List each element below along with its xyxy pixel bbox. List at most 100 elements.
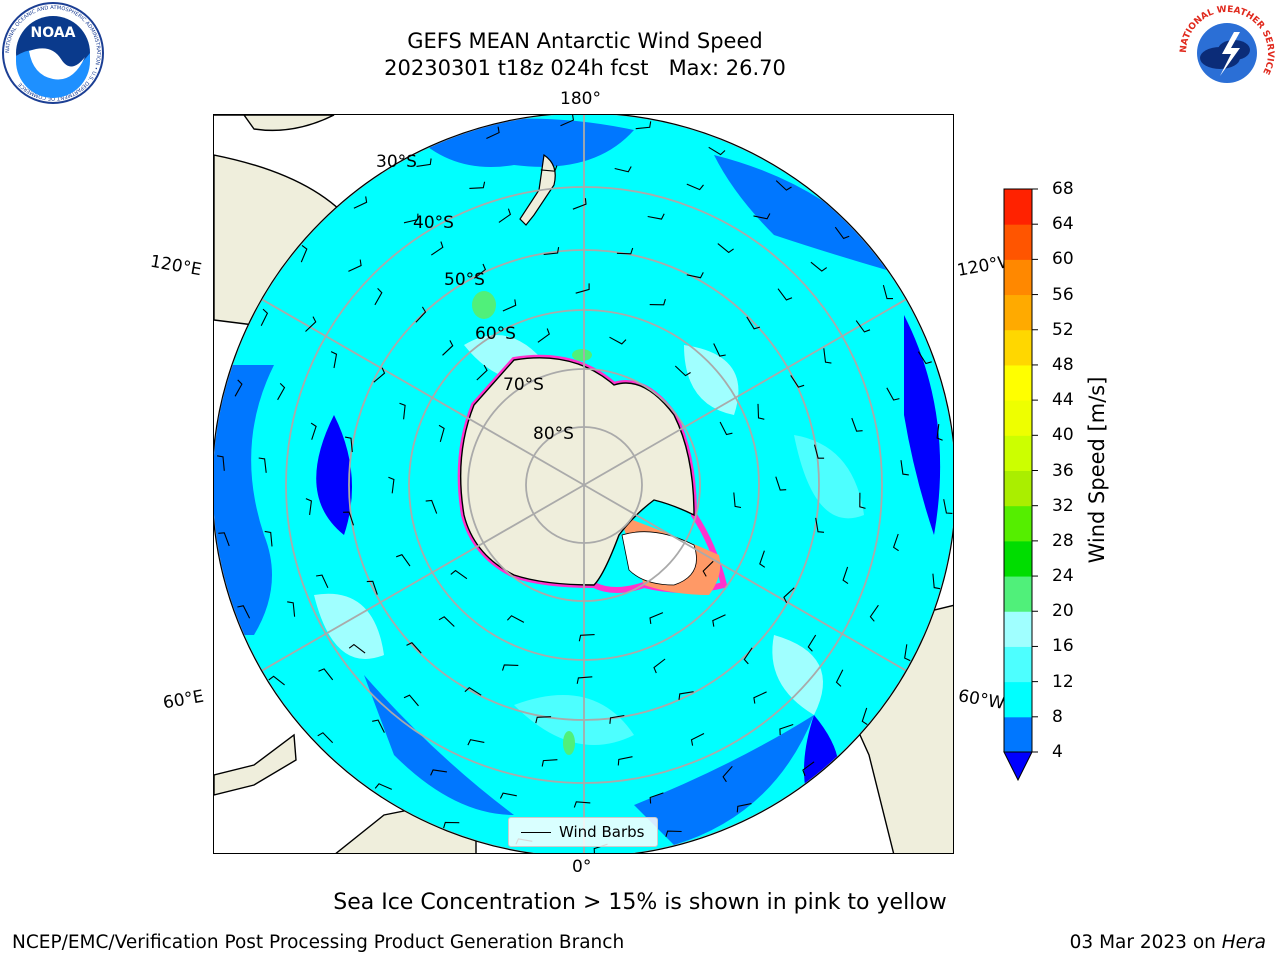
wind-barb [318,668,334,681]
wind-barb [783,587,795,603]
wind-barb [757,403,765,420]
wind-barb [277,383,286,401]
wind-barb [790,375,805,388]
wind-barb [674,365,691,377]
wind-barb [403,694,419,707]
wind-barb [649,298,666,306]
lon-label-180: 180° [560,89,601,109]
antarctic-ice-shelf [621,531,697,586]
colorbar-tick-label: 60 [1052,249,1074,270]
wind-barb [501,664,519,671]
wind-barb [260,308,269,326]
colorbar-bin [1004,681,1032,718]
lat-label-50s: 50°S [444,270,485,290]
wind-barb [686,183,704,191]
wind-barb [438,424,445,443]
wind-barb [834,226,850,240]
colorbar-extend-arrow [1003,751,1033,782]
colorbar-label: Wind Speed [m/s] [1085,376,1109,564]
wind-barb [442,340,454,356]
wind-barb [305,498,312,515]
wind-barb [388,476,395,494]
colorbar-tick-label: 32 [1052,495,1074,516]
colorbar-bin [1004,540,1032,577]
footer-date: 03 Mar 2023 on Hera [1070,932,1266,953]
wind-barb [372,719,385,733]
wind-barb [855,320,871,333]
wind-barb [373,367,386,383]
wind-barb [842,566,849,585]
wind-barb [374,288,383,306]
wind-barb [575,283,590,294]
colorbar-tick-label: 56 [1052,284,1074,305]
wind-barb [609,714,625,724]
legend-label: Wind Barbs [559,823,645,841]
wind-barb [416,158,432,167]
wind-barb [743,647,753,665]
colorbar [1003,188,1038,782]
wind-barb [258,457,267,473]
wind-barb [665,830,682,837]
lon-label-60w: 60°W [956,686,1007,714]
wind-barb [943,499,953,514]
wind-barb [708,146,726,156]
wind-barb [813,444,825,459]
colorbar-bin [1004,400,1032,436]
lat-label-70s: 70°S [503,375,544,395]
wind-barb [917,351,932,365]
wind-barb [678,691,694,700]
wind-barb [443,821,460,829]
colorbar-bin [1004,470,1032,507]
wind-barb [713,343,726,357]
colorbar-bin [1004,329,1032,366]
wind-barb [450,569,468,580]
wind-barb [348,643,366,654]
new-zealand-land [519,153,556,226]
wind-barb [540,165,558,172]
colorbar-tick-label: 28 [1052,530,1074,551]
wind-barb [415,306,427,323]
wind-barb [686,272,704,279]
wind-barb [535,716,552,724]
wind-barb [438,616,455,627]
lat-label-60s: 60°S [475,324,516,344]
noaa-logo-text: NOAA [31,25,76,41]
wind-barb [717,243,734,254]
wind-barb [859,492,866,509]
footer-date-text: 03 Mar 2023 on [1069,932,1222,953]
wind-barb [823,348,832,364]
wind-barb [316,574,329,589]
wind-barb [217,455,225,471]
wind-barb [647,213,665,220]
colorbar-bin [1004,576,1032,612]
wind-barb [474,263,487,279]
wind-barb [268,675,285,686]
wind-barb [464,687,482,696]
wind-barb [353,196,368,209]
colorbar-tick-label: 20 [1052,601,1074,622]
colorbar-bin [1004,611,1032,647]
wind-barb [882,284,893,300]
wind-barb [305,316,317,332]
colorbar-bin [1004,224,1032,260]
lon-label-60e: 60°E [161,686,206,714]
wind-barb [649,612,664,624]
colorbar-tick-label: 12 [1052,671,1074,692]
wind-barb [541,759,558,767]
noaa-logo: NATIONAL OCEANIC AND ATMOSPHERIC ADMINIS… [2,2,104,104]
wind-barb [861,707,868,726]
wind-barb [775,180,792,191]
lat-label-30s: 30°S [376,152,417,172]
wind-barb [430,769,447,776]
wind-barb [310,422,317,440]
wind-barb [886,387,900,401]
wind-barb [348,259,362,272]
wind-barb [815,517,825,533]
wind-barb [779,723,794,736]
colorbar-tick-label: 64 [1052,214,1074,235]
lon-label-0: 0° [572,857,592,877]
wind-shading [214,118,941,845]
colorbar-tick-label: 8 [1052,706,1063,727]
wind-barb [476,364,488,381]
lat-label-40s: 40°S [413,213,454,233]
